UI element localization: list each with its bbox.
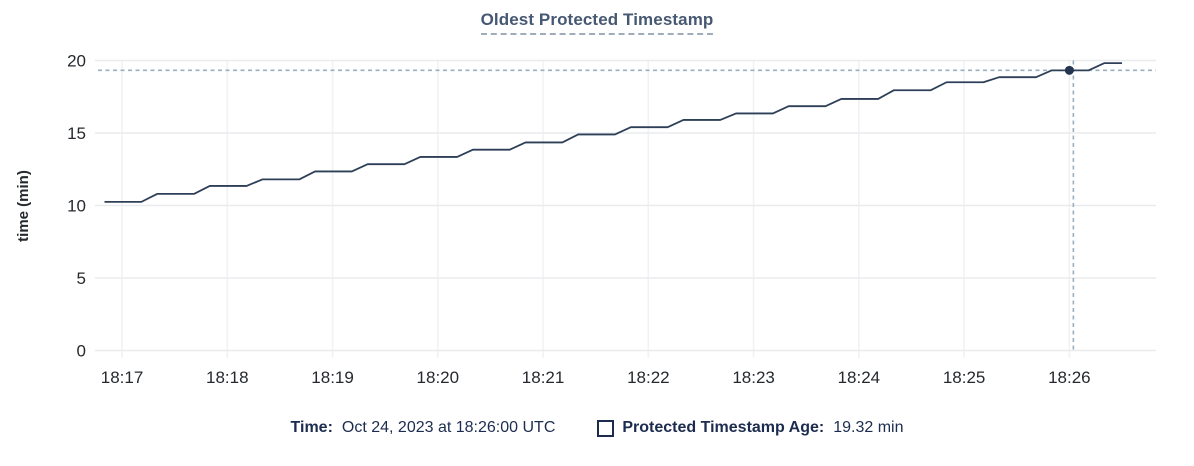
x-axis-tick-label: 18:18 (206, 368, 249, 387)
y-axis-tick-label: 5 (77, 269, 86, 288)
x-axis-tick-label: 18:19 (311, 368, 354, 387)
y-axis-label: time (min) (15, 170, 32, 242)
x-axis-tick-label: 18:26 (1048, 368, 1091, 387)
hovered-data-point-marker (1064, 65, 1074, 75)
legend-series-value: 19.32 min (833, 419, 904, 436)
series-line-protected-timestamp-age (104, 62, 1122, 203)
y-axis-tick-label: 15 (67, 124, 86, 143)
chart-header: Oldest Protected Timestamp (0, 10, 1194, 35)
legend-series[interactable]: Protected Timestamp Age: 19.32 min (597, 419, 903, 437)
legend-time-value: Oct 24, 2023 at 18:26:00 UTC (341, 419, 556, 436)
protected-timestamp-chart[interactable]: 0 5 10 15 20 18:17 18:18 18:19 18:20 18:21 18:22 18… (0, 0, 1194, 400)
y-axis-tick-label: 0 (77, 342, 86, 361)
series-toggle-checkbox[interactable] (597, 419, 615, 437)
chart-title[interactable]: Oldest Protected Timestamp (480, 10, 714, 35)
legend-time: Time: Oct 24, 2023 at 18:26:00 UTC (291, 419, 556, 437)
x-axis-tick-label: 18:25 (943, 368, 986, 387)
x-axis-tick-label: 18:24 (838, 368, 881, 387)
legend-series-label: Protected Timestamp Age: (622, 419, 825, 436)
legend-time-label: Time: (290, 419, 333, 436)
x-axis-tick-label: 18:22 (627, 368, 670, 387)
y-axis-tick-label: 20 (67, 52, 86, 71)
chart-legend: Time: Oct 24, 2023 at 18:26:00 UTC Prote… (0, 419, 1194, 437)
x-axis-tick-label: 18:21 (522, 368, 565, 387)
x-axis-tick-label: 18:23 (732, 368, 775, 387)
x-axis-tick-label: 18:20 (417, 368, 460, 387)
y-axis-tick-label: 10 (67, 197, 86, 216)
x-axis-tick-label: 18:17 (101, 368, 144, 387)
